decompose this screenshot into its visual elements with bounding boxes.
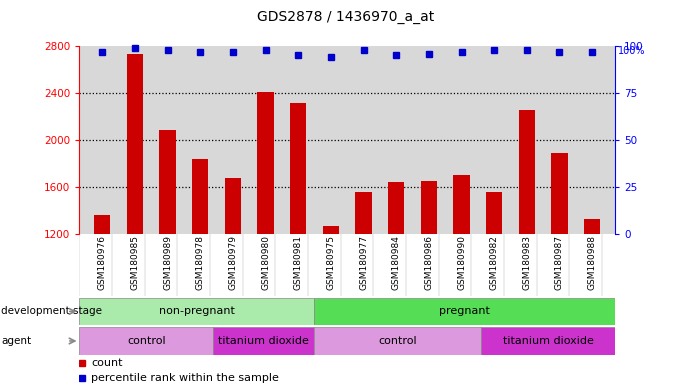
Text: control: control (127, 336, 166, 346)
Bar (314, 327, 481, 355)
Text: titanium dioxide: titanium dioxide (218, 336, 309, 346)
Bar (290, 103, 306, 376)
Text: GSM180980: GSM180980 (261, 235, 270, 290)
Bar (481, 327, 615, 355)
Bar (225, 178, 241, 376)
Text: GSM180986: GSM180986 (424, 235, 433, 290)
Text: GSM180977: GSM180977 (359, 235, 368, 290)
Bar (355, 192, 372, 376)
Text: GDS2878 / 1436970_a_at: GDS2878 / 1436970_a_at (257, 10, 434, 23)
Text: GSM180987: GSM180987 (555, 235, 564, 290)
Text: GSM180978: GSM180978 (196, 235, 205, 290)
Text: 100%: 100% (618, 46, 646, 56)
Bar (214, 327, 314, 355)
Text: titanium dioxide: titanium dioxide (502, 336, 594, 346)
Text: pregnant: pregnant (439, 306, 490, 316)
Bar (519, 109, 535, 376)
Text: GSM180989: GSM180989 (163, 235, 172, 290)
Bar (79, 298, 314, 325)
Bar (94, 215, 111, 376)
Text: GSM180979: GSM180979 (229, 235, 238, 290)
Bar (584, 219, 600, 376)
Text: count: count (91, 358, 123, 369)
Text: GSM180976: GSM180976 (98, 235, 107, 290)
Text: non-pregnant: non-pregnant (159, 306, 234, 316)
Text: GSM180985: GSM180985 (131, 235, 140, 290)
Text: development stage: development stage (1, 306, 102, 316)
Text: percentile rank within the sample: percentile rank within the sample (91, 373, 279, 383)
Bar (388, 182, 404, 376)
Text: control: control (378, 336, 417, 346)
Bar (192, 159, 209, 376)
Bar (551, 153, 567, 376)
Bar (314, 298, 615, 325)
Bar (421, 181, 437, 376)
Text: GSM180990: GSM180990 (457, 235, 466, 290)
Bar (160, 129, 176, 376)
Bar (453, 175, 470, 376)
Text: GSM180981: GSM180981 (294, 235, 303, 290)
Bar (127, 54, 143, 376)
Bar (486, 192, 502, 376)
Text: GSM180984: GSM180984 (392, 235, 401, 290)
Text: GSM180988: GSM180988 (587, 235, 596, 290)
Text: agent: agent (1, 336, 32, 346)
Text: GSM180982: GSM180982 (490, 235, 499, 290)
Bar (79, 327, 214, 355)
Bar (323, 226, 339, 376)
Bar (258, 92, 274, 376)
Text: GSM180983: GSM180983 (522, 235, 531, 290)
Text: GSM180975: GSM180975 (326, 235, 335, 290)
